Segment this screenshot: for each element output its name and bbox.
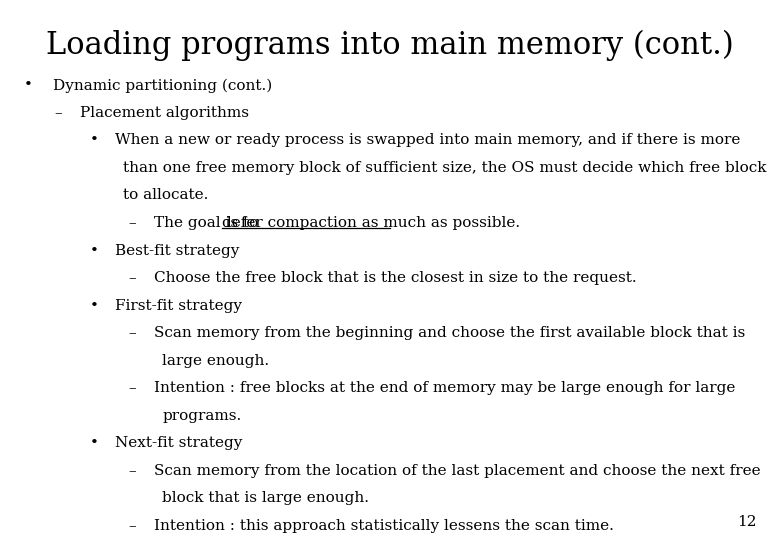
Text: –: – [129, 381, 136, 395]
Text: –: – [129, 216, 136, 230]
Text: Scan memory from the beginning and choose the first available block that is: Scan memory from the beginning and choos… [154, 326, 746, 340]
Text: –: – [55, 106, 62, 120]
Text: –: – [129, 271, 136, 285]
Text: –: – [129, 464, 136, 478]
Text: •: • [90, 133, 98, 147]
Text: than one free memory block of sufficient size, the OS must decide which free blo: than one free memory block of sufficient… [123, 161, 767, 175]
Text: Best-fit strategy: Best-fit strategy [115, 244, 239, 258]
Text: Intention : this approach statistically lessens the scan time.: Intention : this approach statistically … [154, 519, 615, 533]
Text: •: • [90, 436, 98, 450]
Text: •: • [90, 244, 98, 258]
Text: block that is large enough.: block that is large enough. [162, 491, 369, 505]
Text: Next-fit strategy: Next-fit strategy [115, 436, 243, 450]
Text: The goal is to: The goal is to [154, 216, 264, 230]
Text: programs.: programs. [162, 409, 242, 423]
Text: –: – [129, 326, 136, 340]
Text: When a new or ready process is swapped into main memory, and if there is more: When a new or ready process is swapped i… [115, 133, 741, 147]
Text: Intention : free blocks at the end of memory may be large enough for large: Intention : free blocks at the end of me… [154, 381, 736, 395]
Text: First-fit strategy: First-fit strategy [115, 299, 243, 313]
Text: 12: 12 [737, 515, 757, 529]
Text: Choose the free block that is the closest in size to the request.: Choose the free block that is the closes… [154, 271, 637, 285]
Text: Placement algorithms: Placement algorithms [80, 106, 250, 120]
Text: Loading programs into main memory (cont.): Loading programs into main memory (cont.… [46, 30, 734, 61]
Text: –: – [129, 519, 136, 533]
Text: to allocate.: to allocate. [123, 188, 208, 202]
Text: •: • [90, 299, 98, 313]
Text: defer compaction as much as possible.: defer compaction as much as possible. [222, 216, 520, 230]
Text: •: • [23, 78, 32, 92]
Text: Dynamic partitioning (cont.): Dynamic partitioning (cont.) [53, 78, 272, 93]
Text: large enough.: large enough. [162, 354, 269, 368]
Text: Scan memory from the location of the last placement and choose the next free: Scan memory from the location of the las… [154, 464, 761, 478]
